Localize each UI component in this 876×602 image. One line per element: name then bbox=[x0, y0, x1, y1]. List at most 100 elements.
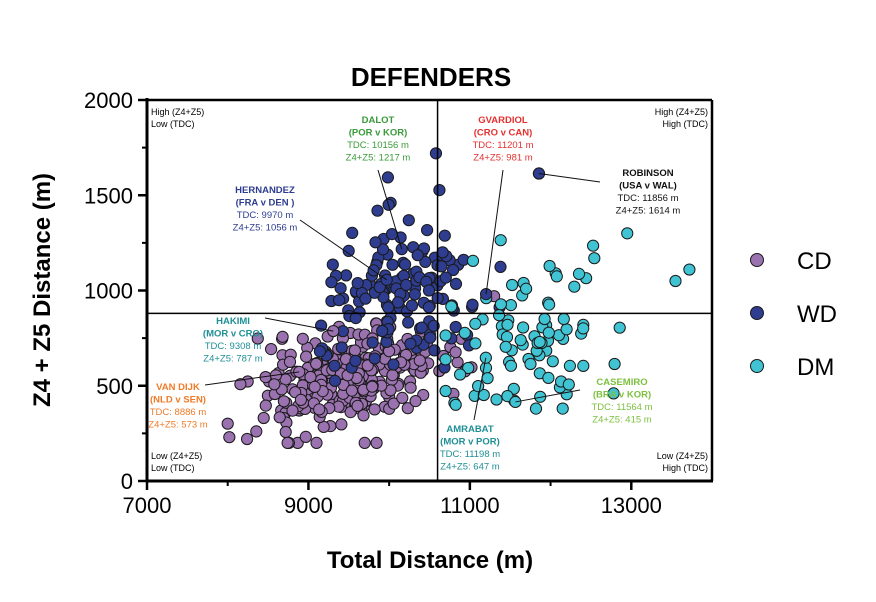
data-point-wd bbox=[408, 288, 421, 301]
data-point-dm bbox=[538, 312, 551, 326]
annotation-name: GVARDIOL bbox=[478, 115, 528, 126]
annotation-name: (NLD v SEN) bbox=[150, 395, 206, 406]
data-point-dm bbox=[472, 380, 485, 393]
data-point-dm bbox=[563, 359, 577, 372]
scatter-points bbox=[221, 147, 696, 449]
highlighted-point bbox=[223, 431, 236, 444]
data-point-wd bbox=[439, 271, 452, 284]
annotation-name: (CRO v CAN) bbox=[474, 128, 533, 139]
data-point-dm bbox=[477, 388, 490, 402]
x-axis-title: Total Distance (m) bbox=[327, 547, 533, 574]
data-point-cd bbox=[313, 403, 326, 416]
data-point-dm bbox=[439, 384, 452, 398]
annotation-leader-line bbox=[299, 219, 388, 281]
quadrant-label-bl: Low (TDC) bbox=[151, 463, 195, 473]
data-point-wd bbox=[333, 294, 346, 307]
data-point-wd bbox=[438, 229, 451, 242]
annotation-value: TDC: 9970 m bbox=[237, 210, 294, 221]
data-point-wd bbox=[405, 299, 419, 312]
data-point-cd bbox=[279, 425, 292, 439]
data-point-cd bbox=[366, 380, 379, 393]
data-point-wd bbox=[326, 258, 339, 271]
data-point-cd bbox=[294, 393, 307, 406]
data-point-dm bbox=[462, 361, 475, 375]
data-point-wd bbox=[422, 301, 435, 314]
annotation-name: HERNANDEZ bbox=[235, 185, 295, 196]
data-point-dm bbox=[499, 340, 512, 353]
data-point-wd bbox=[382, 301, 395, 314]
annotation-leader-line bbox=[485, 169, 504, 295]
legend: CD WD DM bbox=[750, 248, 837, 381]
data-point-wd bbox=[433, 184, 446, 197]
annotation-value: Z4+Z5: 647 m bbox=[440, 462, 499, 473]
data-point-wd bbox=[346, 226, 359, 239]
data-point-wd bbox=[349, 312, 362, 325]
data-point-dm bbox=[439, 329, 452, 342]
annotation-hakimi: HAKIMI (MOR v CRO)TDC: 9308 m Z4+Z5: 787 m bbox=[203, 316, 334, 365]
legend-label-cd: CD bbox=[797, 248, 832, 275]
data-point-cd bbox=[281, 436, 294, 449]
data-point-dm bbox=[587, 239, 600, 252]
data-point-cd bbox=[386, 369, 399, 382]
data-point-cd bbox=[251, 332, 264, 345]
chart-title: DEFENDERS bbox=[351, 62, 511, 92]
annotation-name: HAKIMI bbox=[216, 316, 250, 327]
data-point-cd bbox=[268, 378, 281, 391]
annotation-name: (BRA v KOR) bbox=[593, 390, 651, 401]
data-point-cd bbox=[449, 346, 462, 359]
data-point-dm bbox=[588, 252, 601, 265]
data-point-wd bbox=[415, 321, 428, 334]
data-point-wd bbox=[449, 277, 463, 290]
data-point-dm bbox=[533, 335, 546, 349]
data-point-dm bbox=[505, 278, 519, 292]
annotation-leader-line bbox=[204, 371, 300, 386]
quadrant-label-br: High (TDC) bbox=[662, 463, 708, 473]
data-point-dm bbox=[550, 270, 563, 283]
series-dm bbox=[439, 234, 682, 415]
y-axis-title: Z4 + Z5 Distance (m) bbox=[29, 173, 56, 407]
annotation-dalot: DALOT (POR v KOR)TDC: 10156 m Z4+Z5: 1217 … bbox=[346, 115, 411, 250]
data-point-dm bbox=[504, 359, 518, 372]
data-point-wd bbox=[313, 345, 326, 358]
data-point-wd bbox=[436, 246, 449, 259]
data-point-wd bbox=[368, 352, 381, 365]
data-point-dm bbox=[543, 298, 556, 311]
data-point-dm bbox=[608, 357, 621, 371]
y-tick-label: 1000 bbox=[84, 279, 133, 304]
annotation-name: (POR v KOR) bbox=[349, 128, 408, 139]
data-point-cd bbox=[396, 391, 409, 404]
data-point-dm bbox=[479, 361, 493, 374]
data-point-cd bbox=[357, 409, 370, 422]
data-point-wd bbox=[427, 319, 440, 332]
data-point-wd bbox=[351, 277, 364, 290]
data-point-cd bbox=[283, 355, 297, 368]
annotation-value: Z4+Z5: 573 m bbox=[148, 420, 207, 431]
data-point-wd bbox=[376, 324, 389, 338]
reference-lines bbox=[147, 100, 712, 481]
data-point-dm bbox=[557, 312, 570, 326]
data-point-cd bbox=[413, 354, 426, 367]
data-point-wd bbox=[376, 243, 390, 256]
quadrant-label-tr: High (Z4+Z5) bbox=[655, 107, 708, 117]
annotation-value: TDC: 11564 m bbox=[591, 402, 652, 413]
data-point-dm bbox=[556, 402, 569, 415]
data-point-wd bbox=[391, 296, 405, 309]
quadrant-label-tl: High (Z4+Z5) bbox=[151, 107, 204, 117]
data-point-dm bbox=[577, 359, 590, 372]
annotation-leader-line bbox=[515, 389, 581, 403]
data-point-wd bbox=[421, 224, 434, 237]
data-point-dm bbox=[543, 259, 556, 273]
data-point-wd bbox=[494, 260, 507, 273]
data-point-wd bbox=[424, 331, 437, 344]
data-point-wd bbox=[387, 358, 400, 371]
data-point-dm bbox=[517, 321, 530, 334]
data-point-cd bbox=[370, 436, 383, 449]
annotation-value: Z4+Z5: 1217 m bbox=[346, 153, 411, 164]
y-tick-label: 500 bbox=[96, 374, 133, 399]
legend-marker-cd bbox=[750, 253, 764, 267]
annotation-value: Z4+Z5: 1614 m bbox=[616, 206, 681, 217]
series-wd bbox=[313, 171, 507, 387]
data-point-wd bbox=[373, 281, 386, 294]
data-point-dm bbox=[520, 282, 533, 295]
